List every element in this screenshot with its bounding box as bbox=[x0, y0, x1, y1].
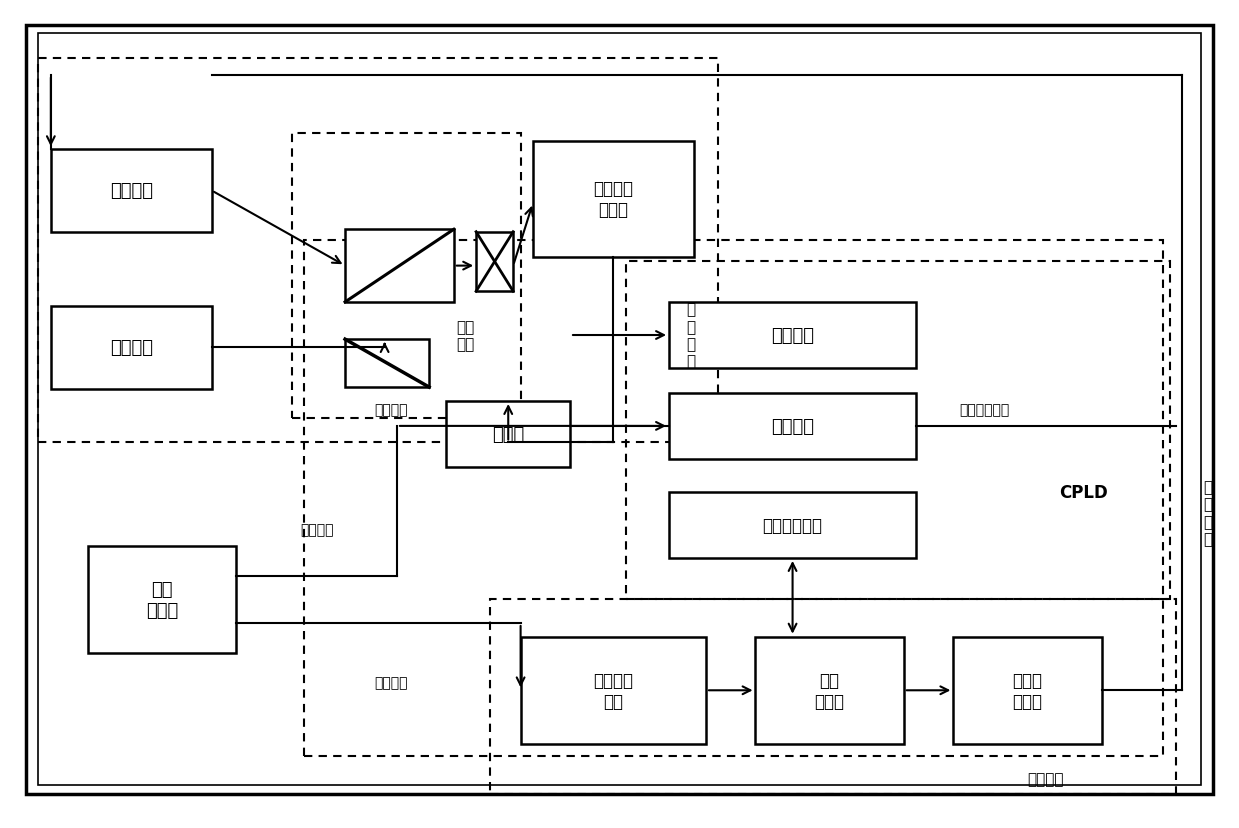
Text: 参考信号: 参考信号 bbox=[374, 675, 408, 689]
Text: 频率
参考源: 频率 参考源 bbox=[146, 580, 178, 619]
Text: CPLD: CPLD bbox=[1058, 484, 1108, 502]
Text: 主激光器: 主激光器 bbox=[110, 339, 152, 357]
Bar bbox=[520, 637, 706, 744]
Bar bbox=[669, 302, 916, 368]
Text: 低通
滤波器: 低通 滤波器 bbox=[815, 671, 845, 710]
Bar bbox=[476, 233, 513, 291]
Text: 从激光器: 从激光器 bbox=[110, 182, 152, 200]
Text: 数字锁频信号: 数字锁频信号 bbox=[959, 403, 1010, 416]
Bar bbox=[38, 59, 719, 443]
Text: 比例积
分电路: 比例积 分电路 bbox=[1012, 671, 1042, 710]
Text: 锁相装置: 锁相装置 bbox=[1027, 771, 1064, 787]
Bar bbox=[344, 230, 453, 302]
Bar bbox=[953, 637, 1101, 744]
Text: 测频单元: 测频单元 bbox=[771, 326, 814, 344]
Text: 合束
装置: 合束 装置 bbox=[456, 320, 475, 352]
Text: 拍
频
信
号: 拍 频 信 号 bbox=[686, 302, 696, 369]
Bar bbox=[626, 262, 1170, 599]
Text: 参考信号: 参考信号 bbox=[374, 403, 408, 416]
Text: 高速光电
探测器: 高速光电 探测器 bbox=[593, 180, 633, 219]
Bar bbox=[51, 306, 212, 389]
Bar bbox=[669, 393, 916, 460]
Bar bbox=[533, 142, 694, 258]
Bar bbox=[344, 339, 429, 388]
Text: 锁频装置: 锁频装置 bbox=[300, 522, 333, 537]
Text: 锁相控制单元: 锁相控制单元 bbox=[762, 517, 823, 534]
Bar bbox=[446, 402, 570, 468]
Bar bbox=[88, 546, 237, 653]
Bar bbox=[305, 241, 1163, 757]
Text: 主控单元: 主控单元 bbox=[771, 417, 814, 436]
Bar bbox=[669, 493, 916, 558]
Text: 误
差
信
号: 误 差 信 号 bbox=[1203, 479, 1213, 546]
Text: 集成锁相
芯片: 集成锁相 芯片 bbox=[593, 671, 633, 710]
Text: 分频器: 分频器 bbox=[492, 426, 524, 444]
Bar bbox=[756, 637, 903, 744]
Bar bbox=[292, 133, 520, 418]
Bar bbox=[489, 599, 1176, 793]
Bar bbox=[51, 150, 212, 233]
